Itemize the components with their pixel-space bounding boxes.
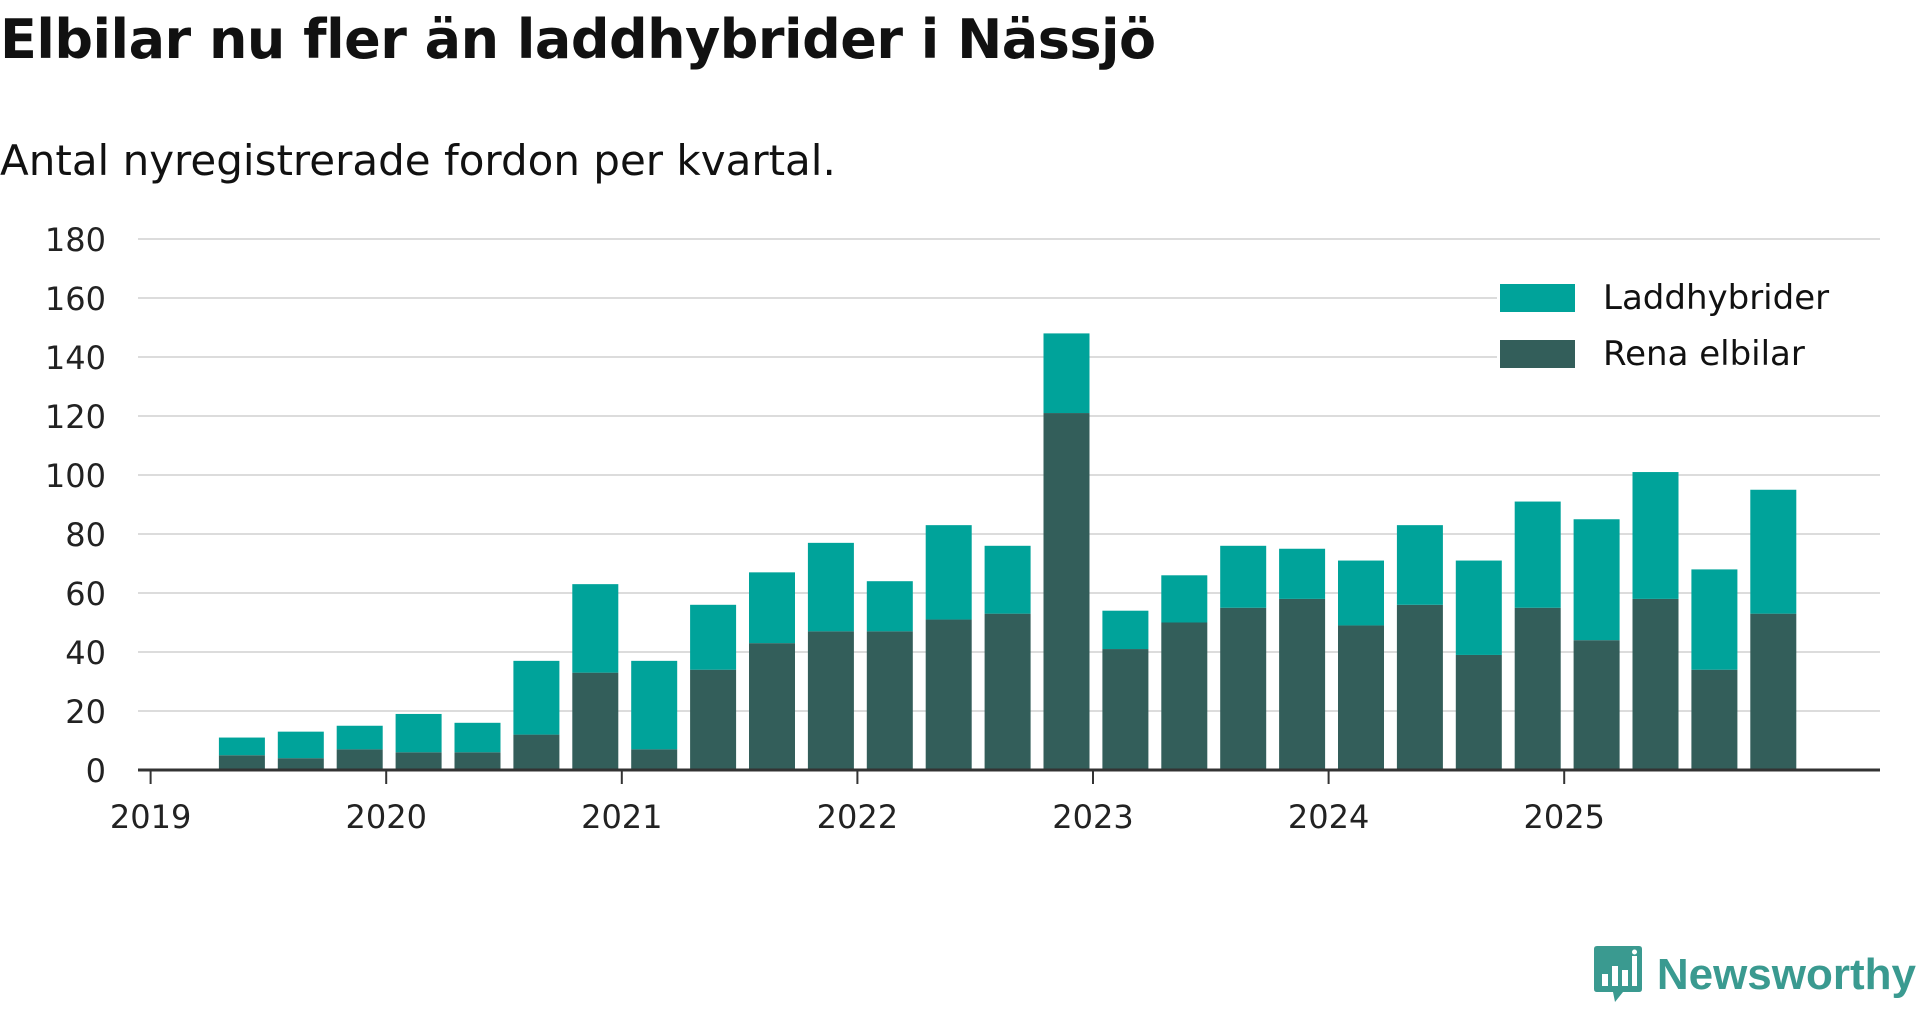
bar-rena-elbilar — [1396, 604, 1443, 770]
bar-laddhybrider — [572, 584, 619, 673]
chart-title: Elbilar nu fler än laddhybrider i Nässjö — [0, 8, 1156, 71]
bar-rena-elbilar — [1691, 669, 1738, 770]
brand-name: Newsworthy — [1656, 950, 1916, 999]
bar-laddhybrider — [1279, 548, 1326, 599]
bar-rena-elbilar — [1514, 607, 1561, 770]
bar-rena-elbilar — [984, 613, 1031, 770]
bar-laddhybrider — [807, 542, 854, 632]
bar-laddhybrider — [454, 722, 501, 753]
bar-rena-elbilar — [1632, 598, 1679, 770]
x-tick-label: 2023 — [1052, 798, 1133, 836]
bar-laddhybrider — [218, 737, 265, 756]
x-tick-label: 2024 — [1288, 798, 1369, 836]
x-tick-label: 2020 — [345, 798, 426, 836]
bar-rena-elbilar — [1161, 622, 1208, 770]
bar-rena-elbilar — [690, 669, 737, 770]
bar-rena-elbilar — [1338, 625, 1384, 770]
y-tick-label: 40 — [65, 634, 106, 672]
bar-rena-elbilar — [395, 752, 442, 770]
bar-laddhybrider — [1632, 472, 1679, 599]
x-tick-label: 2025 — [1523, 798, 1604, 836]
bar-rena-elbilar — [218, 755, 265, 770]
bar-rena-elbilar — [807, 631, 854, 770]
y-tick-label: 0 — [86, 752, 106, 790]
y-tick-label: 120 — [45, 398, 106, 436]
bar-rena-elbilar — [572, 672, 619, 770]
bar-rena-elbilar — [1043, 413, 1090, 770]
bar-rena-elbilar — [1455, 654, 1502, 770]
bar-laddhybrider — [749, 572, 795, 644]
bar-rena-elbilar — [1750, 613, 1797, 770]
y-tick-label: 80 — [65, 516, 106, 554]
y-tick-label: 100 — [45, 457, 106, 495]
bar-chart-speech-icon — [1593, 946, 1642, 1002]
legend-laddhybrider-label: Laddhybrider — [1603, 278, 1829, 318]
bar-rena-elbilar — [454, 752, 501, 770]
y-tick-label: 140 — [45, 339, 106, 377]
bar-rena-elbilar — [1102, 649, 1149, 770]
bar-laddhybrider — [1455, 560, 1502, 655]
bar-rena-elbilar — [1279, 598, 1326, 770]
bar-laddhybrider — [631, 660, 678, 750]
bar-rena-elbilar — [277, 758, 324, 770]
bar-laddhybrider — [336, 725, 383, 750]
bar-laddhybrider — [395, 713, 442, 753]
bar-rena-elbilar — [513, 734, 560, 770]
bar-rena-elbilar — [1573, 640, 1620, 770]
bar-rena-elbilar — [336, 749, 383, 770]
bar-laddhybrider — [1396, 525, 1443, 605]
y-tick-label: 20 — [65, 693, 106, 731]
chart-subtitle: Antal nyregistrerade fordon per kvartal. — [0, 136, 836, 185]
bar-laddhybrider — [1691, 569, 1738, 670]
legend-rena-elbilar-label: Rena elbilar — [1603, 334, 1805, 374]
bar-rena-elbilar — [925, 619, 972, 770]
bar-rena-elbilar — [749, 643, 795, 770]
bar-laddhybrider — [984, 545, 1031, 614]
x-tick-label: 2022 — [817, 798, 898, 836]
y-tick-label: 180 — [45, 221, 106, 259]
bar-laddhybrider — [1161, 575, 1208, 623]
bar-laddhybrider — [1573, 519, 1620, 641]
bar-laddhybrider — [1102, 610, 1149, 650]
x-tick-label: 2019 — [110, 798, 191, 836]
bar-rena-elbilar — [866, 631, 913, 770]
y-tick-label: 160 — [45, 280, 106, 318]
x-tick-label: 2021 — [581, 798, 662, 836]
legend-rena-elbilar-swatch — [1500, 340, 1575, 368]
bar-laddhybrider — [690, 604, 737, 670]
bar-laddhybrider — [1043, 333, 1090, 414]
bar-rena-elbilar — [631, 749, 678, 770]
bar-laddhybrider — [1338, 560, 1384, 626]
newsworthy-brand[interactable]: Newsworthy — [1593, 940, 1916, 1010]
bar-laddhybrider — [1514, 501, 1561, 608]
bar-rena-elbilar — [1220, 607, 1267, 770]
bar-laddhybrider — [513, 660, 560, 735]
bar-laddhybrider — [277, 731, 324, 759]
y-tick-label: 60 — [65, 575, 106, 613]
bar-laddhybrider — [866, 581, 913, 632]
bar-laddhybrider — [1750, 489, 1797, 614]
legend-laddhybrider-swatch — [1500, 284, 1575, 312]
bar-laddhybrider — [925, 525, 972, 620]
bar-laddhybrider — [1220, 545, 1267, 608]
